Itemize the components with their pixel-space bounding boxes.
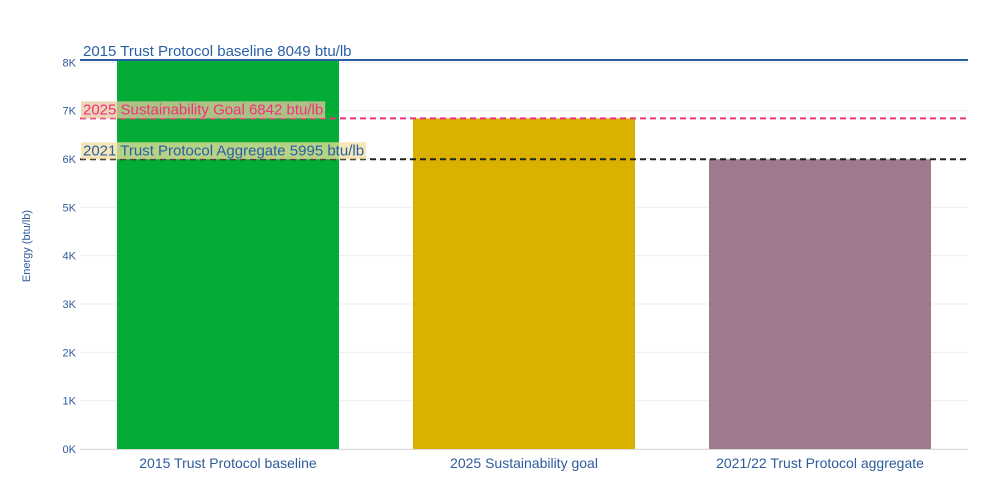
bar — [413, 118, 635, 450]
bars — [117, 60, 931, 450]
y-tick-label: 1K — [63, 396, 77, 408]
y-tick-label: 7K — [63, 106, 77, 118]
y-tick-label: 5K — [63, 202, 77, 214]
x-category-labels: 2015 Trust Protocol baseline 2025 Sustain… — [139, 455, 924, 471]
y-tick-label: 3K — [63, 299, 77, 311]
x-category-label: 2025 Sustainability goal — [450, 455, 598, 471]
y-axis-title: Energy (btu/lb) — [21, 210, 33, 282]
reference-label-text: 2021 Trust Protocol Aggregate 5995 btu/l… — [83, 142, 364, 159]
reference-lines — [80, 59, 968, 161]
bar — [117, 60, 339, 449]
reference-label-background — [81, 101, 326, 119]
x-category-label: 2015 Trust Protocol baseline — [139, 455, 317, 471]
reference-labels: 2015 Trust Protocol baseline 8049 btu/lb… — [81, 43, 367, 160]
bar — [709, 159, 931, 449]
reference-label-text: 2015 Trust Protocol baseline 8049 btu/lb — [83, 43, 352, 60]
reference-label: 2015 Trust Protocol baseline 8049 btu/lb — [83, 43, 352, 60]
x-category-label: 2021/22 Trust Protocol aggregate — [716, 455, 924, 471]
y-tick-label: 6K — [63, 154, 77, 166]
reference-label-background — [81, 142, 367, 160]
reference-label: 2021 Trust Protocol Aggregate 5995 btu/l… — [81, 142, 367, 160]
y-tick-label: 4K — [63, 251, 77, 263]
reference-label: 2025 Sustainability Goal 6842 btu/lb — [81, 101, 326, 119]
y-tick-label: 2K — [63, 347, 77, 359]
reference-label-text: 2025 Sustainability Goal 6842 btu/lb — [83, 101, 323, 118]
y-tick-label: 8K — [63, 57, 77, 69]
y-tick-labels: 0K 1K 2K 3K 4K 5K 6K 7K 8K — [63, 57, 77, 456]
y-tick-label: 0K — [63, 444, 77, 456]
